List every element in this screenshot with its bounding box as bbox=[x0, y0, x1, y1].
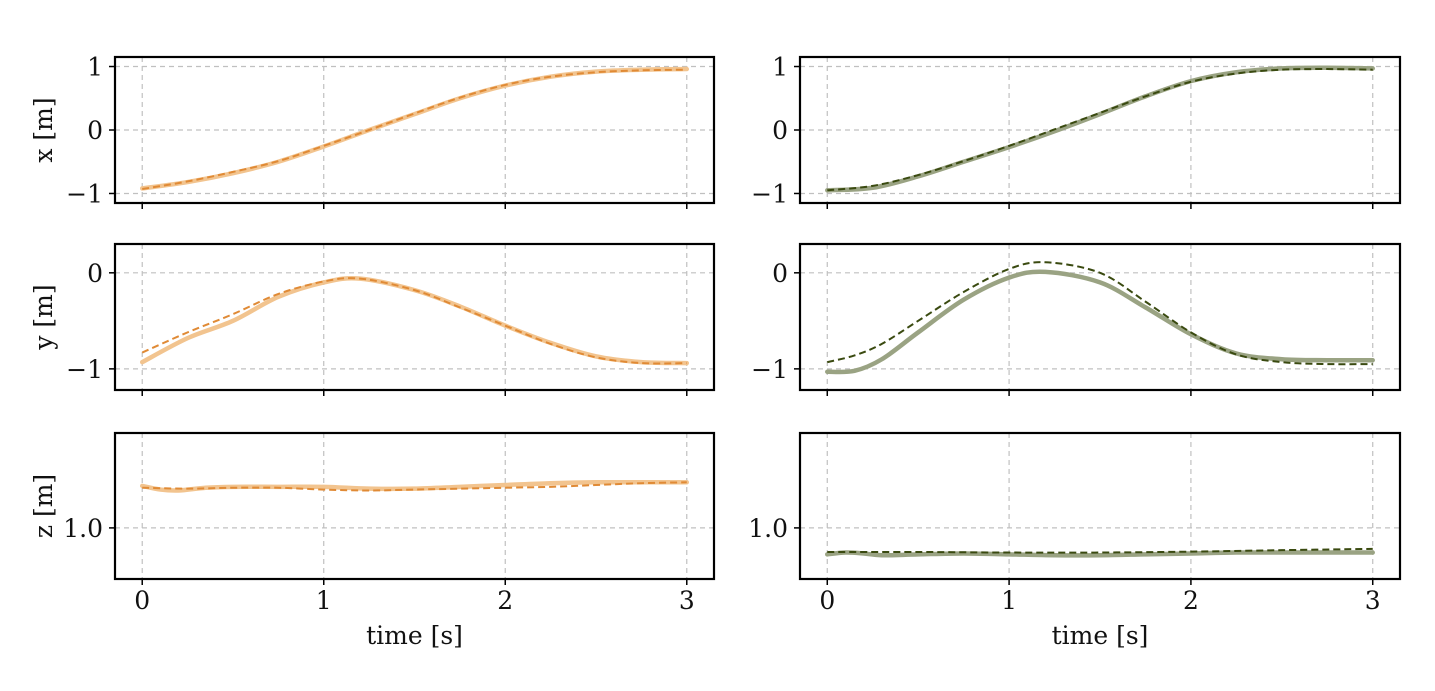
series-line-actual bbox=[825, 269, 1375, 375]
x-tick-label: 2 bbox=[1183, 586, 1199, 615]
x-tick-label: 0 bbox=[819, 586, 835, 615]
y-tick-label: −1 bbox=[66, 179, 103, 208]
x-tick-label: 1 bbox=[316, 586, 332, 615]
y-tick-label: −1 bbox=[751, 355, 788, 384]
series-line-reference bbox=[142, 481, 687, 492]
x-tick-label: 1 bbox=[1001, 586, 1017, 615]
y-tick-label: 0 bbox=[87, 259, 103, 288]
panel-left-y: −1 0 y [m] bbox=[29, 242, 716, 396]
axes-frame bbox=[798, 431, 1402, 581]
y-tick-label: −1 bbox=[66, 355, 103, 384]
axes-frame bbox=[113, 242, 716, 392]
series-line-actual bbox=[139, 479, 690, 493]
x-axis-label: time [s] bbox=[1052, 621, 1149, 650]
y-tick-label: −1 bbox=[751, 179, 788, 208]
series-line-reference bbox=[827, 261, 1373, 366]
x-tick-label: 0 bbox=[134, 586, 150, 615]
series-line-reference bbox=[827, 547, 1373, 554]
y-tick-label: 0 bbox=[772, 116, 788, 145]
x-axis-label: time [s] bbox=[366, 621, 463, 650]
panel-left-z: 0 1 2 3 1.0z [m] time [s] bbox=[29, 431, 716, 650]
series-line-reference bbox=[827, 68, 1373, 192]
y-tick-label: 1 bbox=[772, 53, 788, 82]
series-line-reference bbox=[141, 277, 687, 365]
y-axis-label: z [m] bbox=[29, 474, 58, 538]
y-tick-label: 1.0 bbox=[63, 514, 103, 543]
series-line-actual bbox=[139, 66, 690, 191]
panel-left-x: −1 0 1 x [m] bbox=[29, 53, 716, 209]
panel-right-z: 0 1 2 3 1.0 time [s] bbox=[748, 431, 1402, 650]
series-line-reference bbox=[142, 68, 687, 191]
y-tick-label: 0 bbox=[772, 259, 788, 288]
y-axis-label: y [m] bbox=[29, 284, 58, 350]
series-line-actual bbox=[825, 550, 1375, 558]
y-tick-label: 1 bbox=[87, 53, 103, 82]
y-axis-label: x [m] bbox=[29, 97, 58, 162]
y-tick-label: 0 bbox=[87, 116, 103, 145]
x-tick-label: 2 bbox=[497, 586, 513, 615]
axes-frame bbox=[798, 242, 1402, 392]
panel-right-y: −1 0 bbox=[751, 242, 1402, 396]
x-tick-label: 3 bbox=[679, 586, 695, 615]
x-tick-label: 3 bbox=[1365, 586, 1381, 615]
axes-frame bbox=[113, 431, 716, 581]
series-line-actual bbox=[825, 65, 1375, 193]
y-tick-label: 1.0 bbox=[748, 514, 788, 543]
panel-right-x: −1 0 1 bbox=[751, 53, 1402, 209]
